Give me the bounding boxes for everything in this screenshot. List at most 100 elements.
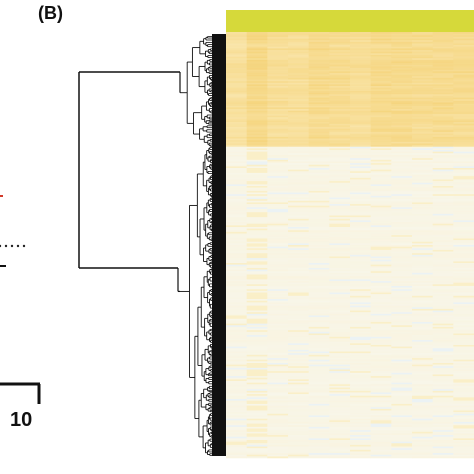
heatmap-cell [226,379,248,382]
heatmap-cell [432,297,454,300]
heatmap-cell [246,313,268,316]
heatmap-cell [350,104,372,107]
heatmap-cell [329,325,351,328]
heatmap-cell [288,279,310,282]
heatmap-cell [246,218,268,221]
heatmap-cell [246,53,268,56]
heatmap-cell [350,425,372,428]
heatmap-cell [432,158,454,161]
heatmap-cell [329,256,351,259]
heatmap-cell [329,284,351,287]
heatmap-cell [432,77,454,80]
heatmap-cell [370,282,392,285]
heatmap-cell [432,148,454,151]
heatmap-cell [308,167,330,170]
heatmap-cell [391,392,413,395]
heatmap-cell [288,322,310,324]
heatmap-cell [391,436,413,439]
heatmap-cell [350,322,372,324]
heatmap-cell [226,295,248,298]
heatmap-cell [453,307,474,310]
heatmap-cell [370,326,392,329]
heatmap-cell [329,110,351,113]
heatmap-cell [412,207,434,210]
heatmap-cell [350,156,372,159]
heatmap-cell [432,181,454,184]
heatmap-cell [350,372,372,375]
heatmap-cell [370,82,392,85]
heatmap-cell [308,405,330,408]
heatmap-cell [350,238,372,241]
heatmap-cell [246,226,268,229]
heatmap-cell [308,331,330,334]
heatmap-cell [453,182,474,185]
heatmap-cell [370,146,392,149]
heatmap-cell [267,364,289,367]
heatmap-cell [267,303,289,306]
heatmap-cell [350,68,372,70]
heatmap-cell [391,140,413,143]
heatmap-cell [308,376,330,379]
heatmap-cell [246,189,268,192]
heatmap-cell [267,82,289,85]
heatmap-cell [226,384,248,387]
heatmap-cell [226,420,248,423]
heatmap-cell [391,269,413,272]
heatmap-cell [308,99,330,102]
heatmap-cell [350,444,372,447]
heatmap-cell [226,94,248,97]
heatmap-cell [453,245,474,247]
heatmap-cell [246,285,268,288]
heatmap-cell [329,362,351,365]
heatmap-cell [370,148,392,151]
heatmap-cell [308,443,330,446]
heatmap-cell [350,213,372,216]
heatmap-cell [329,215,351,218]
heatmap-cell [453,176,474,179]
heatmap-cell [412,279,434,282]
heatmap-cell [432,371,454,374]
heatmap-cell [391,374,413,377]
heatmap-cell [226,325,248,328]
heatmap-cell [412,407,434,410]
heatmap-cell [350,194,372,197]
heatmap-cell [370,202,392,205]
heatmap-cell [329,318,351,321]
heatmap-cell [246,76,268,79]
heatmap-cell [370,72,392,75]
heatmap-cell [226,423,248,426]
heatmap-cell [391,426,413,429]
heatmap-cell [308,417,330,419]
heatmap-cell [288,127,310,129]
heatmap-cell [391,402,413,405]
heatmap-cell [267,51,289,54]
heatmap-cell [308,172,330,175]
heatmap-cell [288,259,310,262]
heatmap-cell [288,276,310,279]
heatmap-cell [412,263,434,265]
heatmap-cell [329,174,351,177]
heatmap-cell [453,454,474,457]
heatmap-cell [226,425,248,428]
heatmap-cell [288,277,310,280]
heatmap-cell [226,69,248,72]
heatmap-cell [432,310,454,313]
heatmap-cell [288,272,310,275]
heatmap-cell [226,248,248,251]
heatmap-cell [267,249,289,252]
heatmap-cell [329,343,351,346]
heatmap-cell [267,69,289,72]
heatmap-cell [391,33,413,36]
heatmap-cell [453,158,474,161]
heatmap-cell [453,33,474,36]
heatmap-cell [308,317,330,320]
heatmap-cell [308,164,330,167]
heatmap-cell [226,58,248,61]
heatmap-cell [453,308,474,311]
heatmap-cell [370,53,392,56]
heatmap-cell [370,45,392,48]
heatmap-cell [350,446,372,449]
heatmap-cell [350,253,372,256]
heatmap-cell [288,131,310,134]
heatmap-cell [432,366,454,369]
